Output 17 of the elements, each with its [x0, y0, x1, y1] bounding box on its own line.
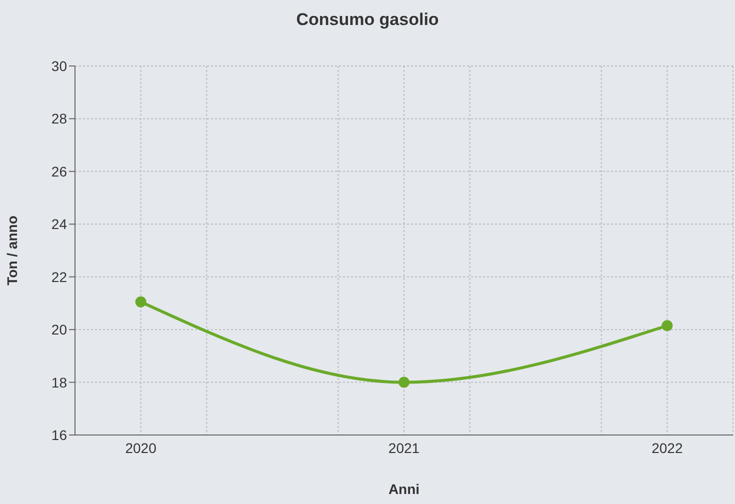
x-axis-title: Anni [388, 481, 420, 497]
point [135, 296, 146, 308]
y-tick-label: 26 [51, 163, 68, 180]
y-axis-title: Ton / anno [4, 216, 20, 286]
y-tick-label: 16 [51, 426, 68, 443]
chart-title: Consumo gasolio [295, 10, 440, 30]
y-tick-label: 22 [51, 268, 68, 285]
x-tick-label: 2020 [125, 440, 157, 456]
y-tick-label: 30 [51, 58, 68, 74]
y-tick-label: 24 [51, 216, 68, 232]
y-tick-label: 28 [51, 110, 68, 127]
point [662, 320, 673, 332]
x-tick-label: 2022 [652, 440, 683, 456]
y-tick-label: 18 [51, 374, 68, 390]
y-tick-label: 20 [51, 322, 68, 338]
point [398, 376, 410, 388]
x-tick-label: 2021 [388, 440, 420, 456]
